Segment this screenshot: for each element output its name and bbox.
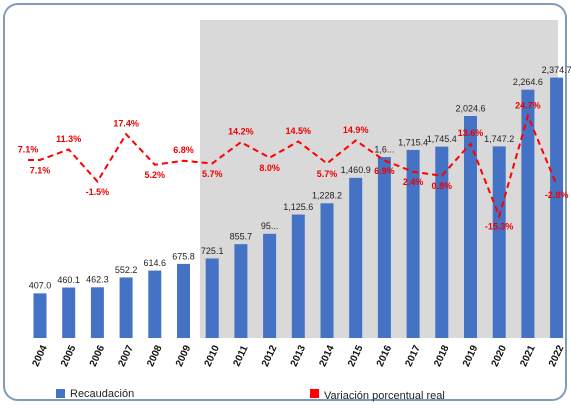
bar xyxy=(234,244,248,338)
line xyxy=(28,112,558,220)
line-label: 14.2% xyxy=(228,127,254,137)
legend-label: Recaudación xyxy=(70,388,134,400)
bar xyxy=(263,233,277,338)
bar xyxy=(349,177,363,338)
line-label: 5.7% xyxy=(317,169,338,179)
bar-label: 1,715.4 xyxy=(398,137,428,147)
bar xyxy=(320,203,334,338)
bar xyxy=(148,270,162,338)
bar xyxy=(492,146,506,338)
line-label: 5.2% xyxy=(145,170,166,180)
bar-label: 1,228.2 xyxy=(312,191,342,201)
line-label: 0.8% xyxy=(432,181,453,191)
line-label: 5.7% xyxy=(202,169,223,179)
line-label: 7.1% xyxy=(18,144,39,154)
line-label: 8.0% xyxy=(259,163,280,173)
legend-swatch xyxy=(310,389,319,398)
bar xyxy=(377,157,391,338)
bar xyxy=(119,277,133,338)
bar-label: 2,374.7 xyxy=(542,65,571,75)
line-label: 17.4% xyxy=(113,119,139,129)
bar xyxy=(291,214,305,338)
bar xyxy=(205,258,219,338)
bar-label: 1,745.4 xyxy=(427,134,457,144)
bar-label: 462.3 xyxy=(86,275,109,285)
line-label: 14.9% xyxy=(343,125,369,135)
bar xyxy=(464,115,477,339)
line-label: -1.5% xyxy=(86,187,110,197)
bar xyxy=(90,287,104,338)
bar xyxy=(550,77,564,338)
bar-label: 1,125.6 xyxy=(283,202,313,212)
bar-label: 675.8 xyxy=(172,251,195,261)
legend-label: Variación porcentual real xyxy=(324,390,445,402)
bar-label: 614.6 xyxy=(144,258,167,268)
bar xyxy=(435,146,449,338)
bar xyxy=(177,263,190,338)
bar xyxy=(33,293,47,338)
line-label: 24.7% xyxy=(515,100,541,110)
bar xyxy=(406,149,420,338)
line-label: 11.3% xyxy=(56,134,81,144)
bar xyxy=(62,287,76,338)
bar-label: 552.2 xyxy=(115,265,138,275)
bar-label: 95... xyxy=(261,221,279,231)
line-label: 14.5% xyxy=(286,126,312,136)
bar-label: 2,264.6 xyxy=(513,77,543,87)
line-label: 2.4% xyxy=(403,177,424,187)
bar-label: 2,024.6 xyxy=(455,103,485,113)
line-label: 13.6% xyxy=(458,128,484,138)
line-label: -15.3% xyxy=(485,221,514,231)
bar-label: 1,6... xyxy=(374,144,394,154)
bar-label: 407.0 xyxy=(29,281,52,291)
bar-label: 855.7 xyxy=(230,232,253,242)
line-label: 6.9% xyxy=(374,166,395,176)
bar-label: 725.1 xyxy=(201,246,224,256)
bar-label: 460.1 xyxy=(57,275,80,285)
bar-label: 1,460.9 xyxy=(341,165,371,175)
bar xyxy=(521,89,535,338)
line-label: 7.1% xyxy=(30,165,51,175)
legend-swatch xyxy=(56,389,65,398)
bar-label: 1,747.2 xyxy=(484,134,514,144)
line-label: 6.8% xyxy=(173,145,194,155)
line-label: -2.8% xyxy=(545,190,569,200)
